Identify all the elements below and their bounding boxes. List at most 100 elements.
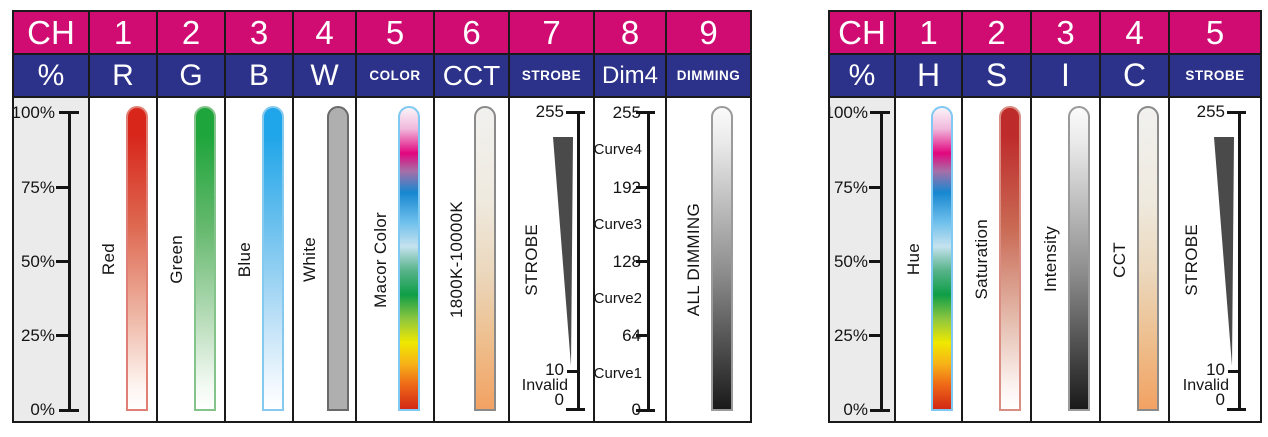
channel-body-dim4: 255 Curve4 192 Curve3 128 Curve2 64 Curv… — [595, 98, 667, 421]
channel-number-1: 1 — [896, 12, 963, 55]
right-body-row: 100% 75% 50% 25% 0% Hue Saturation Inten… — [830, 98, 1260, 421]
channel-name-h: H — [896, 55, 963, 98]
strobe-255: 255 — [1196, 102, 1225, 121]
strobe-255: 255 — [535, 102, 564, 121]
channel-body-blue: Blue — [226, 98, 294, 421]
right-percent-scale: 100% 75% 50% 25% 0% — [830, 98, 896, 421]
scale-50: 50% — [833, 252, 868, 271]
channel-body-intensity: Intensity — [1032, 98, 1101, 421]
channel-body-color: Macor Color — [357, 98, 435, 421]
channel-name-dim4: Dim4 — [595, 55, 667, 98]
left-percent-scale: 100% 75% 50% 25% 0% — [14, 98, 90, 421]
channel-name-cct: CCT — [435, 55, 510, 98]
ch-header-cell: CH — [14, 12, 90, 55]
channel-number-6: 6 — [435, 12, 510, 55]
channel-body-cct: CCT — [1101, 98, 1170, 421]
channel-name-w: W — [294, 55, 357, 98]
hue-bar-label: Hue — [904, 243, 923, 276]
scale-50: 50% — [20, 252, 55, 271]
channel-body-strobe: STROBE 255 10 Invalid 0 — [1170, 98, 1260, 421]
dim4-curve2: Curve2 — [595, 290, 642, 307]
left-body-row: 100% 75% 50% 25% 0% Red Green Blue — [14, 98, 750, 421]
dim4-0: 0 — [631, 400, 641, 419]
channel-number-4: 4 — [1101, 12, 1170, 55]
green-bar-label: Green — [166, 235, 186, 284]
channel-number-3: 3 — [226, 12, 294, 55]
dim4-192: 192 — [612, 178, 641, 197]
channel-number-3: 3 — [1032, 12, 1101, 55]
blue-bar-label: Blue — [234, 241, 254, 278]
intensity-gradient-bar — [1068, 106, 1090, 411]
dim4-curve3: Curve3 — [595, 216, 642, 233]
channel-body-dimming: ALL DIMMING — [667, 98, 750, 421]
strobe-invalid: Invalid — [521, 377, 568, 394]
saturation-bar-label: Saturation — [972, 219, 991, 300]
dim4-64: 64 — [622, 326, 641, 345]
saturation-gradient-bar — [999, 106, 1021, 411]
channel-name-dimming: DIMMING — [667, 55, 750, 98]
strobe-0: 0 — [1215, 390, 1225, 409]
scale-25: 25% — [20, 326, 55, 345]
channel-body-red: Red — [90, 98, 158, 421]
white-bar-label: White — [300, 237, 319, 282]
strobe-wedge — [553, 137, 573, 366]
right-header-row: CH 1 2 3 4 5 — [830, 12, 1260, 55]
cct-bar-label: CCT — [1110, 241, 1129, 278]
strobe-10: 10 — [1206, 360, 1225, 379]
scale-75: 75% — [20, 178, 55, 197]
channel-name-strobe: STROBE — [1170, 55, 1260, 98]
percent-header-cell: % — [14, 55, 90, 98]
dim4-128: 128 — [612, 252, 641, 271]
channel-body-hue: Hue — [896, 98, 963, 421]
right-subheader-row: % H S I C STROBE — [830, 55, 1260, 98]
macro-color-gradient-bar — [397, 106, 420, 411]
scale-100: 100% — [830, 103, 868, 122]
channel-number-5: 5 — [357, 12, 435, 55]
all-dimming-gradient-bar — [711, 106, 733, 411]
channel-body-saturation: Saturation — [963, 98, 1032, 421]
hue-gradient-bar — [931, 106, 953, 411]
strobe-invalid: Invalid — [1182, 377, 1229, 394]
left-table-9-channel: CH 1 2 3 4 5 6 7 8 9 % R G B W COLOR CCT… — [12, 10, 752, 423]
channel-number-5: 5 — [1170, 12, 1260, 55]
green-gradient-bar — [193, 106, 216, 411]
channel-number-1: 1 — [90, 12, 158, 55]
right-table-5-channel: CH 1 2 3 4 5 % H S I C STROBE 100% — [828, 10, 1262, 423]
channel-body-strobe: STROBE 255 10 Invalid 0 — [510, 98, 595, 421]
channel-body-white: White — [294, 98, 357, 421]
dim4-curve4: Curve4 — [595, 141, 642, 158]
ch-header-cell: CH — [830, 12, 896, 55]
channel-name-b: B — [226, 55, 294, 98]
channel-number-2: 2 — [963, 12, 1032, 55]
scale-25: 25% — [833, 326, 868, 345]
strobe-0: 0 — [554, 390, 564, 409]
dim4-curve1: Curve1 — [595, 365, 642, 382]
blue-gradient-bar — [261, 106, 284, 411]
percent-header-cell: % — [830, 55, 896, 98]
scale-0: 0% — [843, 400, 868, 419]
cct-bar-label: 1800K-10000K — [447, 200, 466, 319]
strobe-wedge-label: STROBE — [522, 223, 541, 296]
channel-number-7: 7 — [510, 12, 595, 55]
channel-body-cct: 1800K-10000K — [435, 98, 510, 421]
red-bar-label: Red — [98, 243, 118, 276]
strobe-wedge — [1214, 137, 1234, 366]
channel-name-strobe: STROBE — [510, 55, 595, 98]
channel-number-4: 4 — [294, 12, 357, 55]
channel-name-r: R — [90, 55, 158, 98]
left-header-row: CH 1 2 3 4 5 6 7 8 9 — [14, 12, 750, 55]
scale-0: 0% — [30, 400, 55, 419]
channel-number-9: 9 — [667, 12, 750, 55]
scale-100: 100% — [14, 103, 55, 122]
channel-name-g: G — [158, 55, 226, 98]
cct-gradient-bar — [1137, 106, 1159, 411]
left-subheader-row: % R G B W COLOR CCT STROBE Dim4 DIMMING — [14, 55, 750, 98]
channel-number-8: 8 — [595, 12, 667, 55]
intensity-bar-label: Intensity — [1041, 226, 1060, 293]
strobe-10: 10 — [545, 360, 564, 379]
channel-name-color: COLOR — [357, 55, 435, 98]
macro-color-bar-label: Macor Color — [370, 211, 390, 308]
white-solid-bar — [327, 106, 349, 411]
cct-gradient-bar — [474, 106, 496, 411]
